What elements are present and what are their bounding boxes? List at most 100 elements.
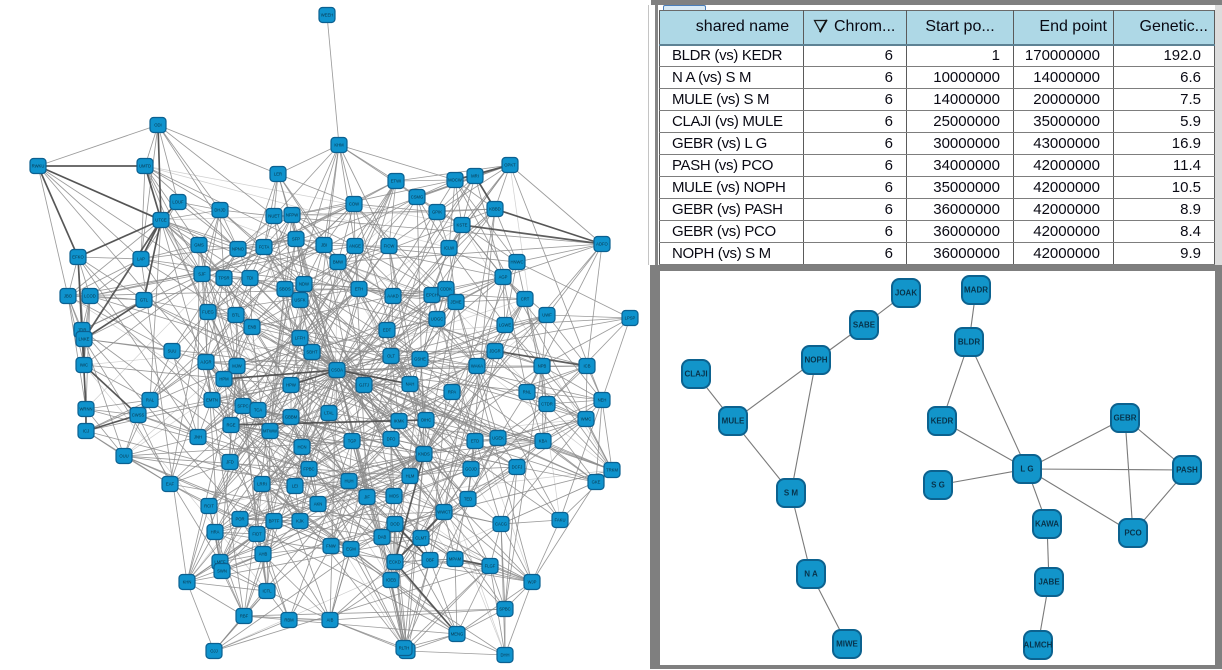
- svg-text:BMW: BMW: [333, 260, 343, 265]
- svg-text:UMTD: UMTD: [139, 164, 151, 169]
- svg-text:JABE: JABE: [1038, 578, 1060, 587]
- svg-text:GJTJ: GJTJ: [359, 383, 369, 388]
- svg-text:KHN: KHN: [183, 580, 192, 585]
- svg-text:LNKE: LNKE: [79, 337, 90, 342]
- svg-text:S M: S M: [784, 489, 799, 498]
- svg-text:ANGE: ANGE: [349, 244, 361, 249]
- svg-text:LGWE: LGWE: [499, 323, 512, 328]
- svg-text:FUEG: FUEG: [202, 310, 214, 315]
- svg-text:RCIT: RCIT: [204, 504, 214, 509]
- svg-text:DCFJ: DCFJ: [512, 465, 523, 470]
- svg-text:POR: POR: [235, 517, 244, 522]
- svg-text:PASH: PASH: [1176, 466, 1198, 475]
- svg-text:CLAJI: CLAJI: [684, 370, 707, 379]
- svg-text:RWKU: RWKU: [32, 164, 45, 169]
- svg-text:MENG: MENG: [451, 632, 464, 637]
- svg-text:GMS: GMS: [194, 243, 204, 248]
- svg-text:MTWW: MTWW: [263, 429, 277, 434]
- svg-text:SFP: SFP: [292, 237, 300, 242]
- svg-text:CTDR: CTDR: [541, 402, 553, 407]
- svg-text:ETWI: ETWI: [391, 179, 401, 184]
- svg-text:LAP: LAP: [137, 257, 145, 262]
- svg-text:GPIK: GPIK: [432, 210, 442, 215]
- svg-text:KNDS: KNDS: [418, 452, 430, 457]
- svg-text:PCO: PCO: [1124, 529, 1141, 538]
- svg-text:TED: TED: [464, 497, 472, 502]
- svg-text:GOJO: GOJO: [465, 467, 478, 472]
- svg-text:SPBC: SPBC: [499, 607, 510, 612]
- svg-text:OIHC: OIHC: [421, 418, 431, 423]
- svg-text:UTCE: UTCE: [155, 218, 167, 223]
- svg-text:FNW: FNW: [326, 544, 336, 549]
- svg-text:EAF: EAF: [166, 482, 175, 487]
- svg-text:HLM: HLM: [406, 474, 415, 479]
- svg-text:MADR: MADR: [964, 286, 988, 295]
- svg-text:IOEB: IOEB: [386, 578, 396, 583]
- svg-text:FCTA: FCTA: [259, 245, 270, 250]
- svg-text:NEH: NEH: [598, 398, 607, 403]
- svg-text:NPNO: NPNO: [232, 247, 245, 252]
- svg-text:BTL: BTL: [232, 313, 240, 318]
- svg-text:DHJD: DHJD: [214, 208, 225, 213]
- svg-text:GSHE: GSHE: [414, 357, 426, 362]
- svg-text:RNL: RNL: [523, 390, 532, 395]
- svg-text:BLDR: BLDR: [958, 338, 980, 347]
- svg-text:CSOA: CSOA: [331, 368, 343, 373]
- svg-text:EDT: EDT: [383, 328, 392, 333]
- svg-text:RLTH: RLTH: [399, 646, 410, 651]
- svg-text:RGE: RGE: [226, 423, 235, 428]
- svg-text:ETD: ETD: [471, 439, 479, 444]
- svg-text:EGM: EGM: [346, 547, 356, 552]
- svg-text:WRNN: WRNN: [79, 407, 92, 412]
- svg-text:LMEF: LMEF: [214, 560, 226, 565]
- svg-text:L G: L G: [1020, 465, 1033, 474]
- svg-text:HUH: HUH: [344, 479, 353, 484]
- svg-text:FIDT: FIDT: [252, 532, 262, 537]
- svg-text:N A: N A: [804, 570, 818, 579]
- svg-text:IWC: IWC: [80, 363, 88, 368]
- svg-text:TDI: TDI: [247, 276, 254, 281]
- svg-text:HNWC: HNWC: [510, 260, 523, 265]
- svg-text:AKN: AKN: [314, 502, 323, 507]
- svg-text:LCOD: LCOD: [84, 294, 96, 299]
- svg-text:SWN: SWN: [217, 569, 227, 574]
- svg-text:AGP: AGP: [499, 275, 508, 280]
- svg-text:GKE: GKE: [592, 480, 601, 485]
- svg-text:KAWA: KAWA: [1035, 520, 1059, 529]
- svg-text:LRRI: LRRI: [257, 482, 267, 487]
- svg-text:OBF: OBF: [426, 558, 435, 563]
- svg-text:RBF: RBF: [240, 614, 249, 619]
- svg-text:JTIR: JTIR: [78, 328, 87, 333]
- svg-text:WEEH: WEEH: [321, 13, 334, 18]
- svg-text:HPW: HPW: [286, 383, 296, 388]
- svg-text:RBM: RBM: [284, 618, 294, 623]
- svg-text:MOS: MOS: [389, 494, 399, 499]
- svg-text:ODI: ODI: [154, 123, 161, 128]
- svg-text:JEME: JEME: [450, 300, 461, 305]
- svg-text:KJK: KJK: [296, 519, 304, 524]
- svg-text:WMC: WMC: [581, 417, 591, 422]
- svg-text:RAL: RAL: [146, 398, 155, 403]
- svg-text:EFKO: EFKO: [72, 255, 84, 260]
- svg-text:WAKA: WAKA: [471, 364, 483, 369]
- svg-text:S G: S G: [931, 481, 945, 490]
- svg-text:UGEK: UGEK: [492, 436, 504, 441]
- svg-text:CDDK: CDDK: [440, 287, 452, 292]
- svg-text:ADFO: ADFO: [596, 242, 608, 247]
- svg-text:TGP: TGP: [348, 439, 357, 444]
- svg-text:MRI: MRI: [471, 174, 479, 179]
- svg-text:UOGC: UOGC: [431, 317, 444, 322]
- svg-text:KBBD: KBBD: [489, 207, 500, 212]
- svg-text:OUU: OUU: [119, 454, 128, 459]
- svg-text:COW: COW: [349, 202, 359, 207]
- svg-text:GTL: GTL: [140, 298, 149, 303]
- svg-text:CRT: CRT: [521, 297, 530, 302]
- svg-text:FPBC: FPBC: [303, 467, 314, 472]
- svg-text:EMTN: EMTN: [206, 398, 218, 403]
- svg-text:NFPW: NFPW: [286, 213, 298, 218]
- svg-text:EPCH: EPCH: [426, 293, 438, 298]
- svg-text:LER: LER: [274, 172, 282, 177]
- svg-text:OPKT: OPKT: [504, 163, 516, 168]
- svg-text:NAH: NAH: [406, 382, 415, 387]
- svg-text:LOUF: LOUF: [172, 200, 184, 205]
